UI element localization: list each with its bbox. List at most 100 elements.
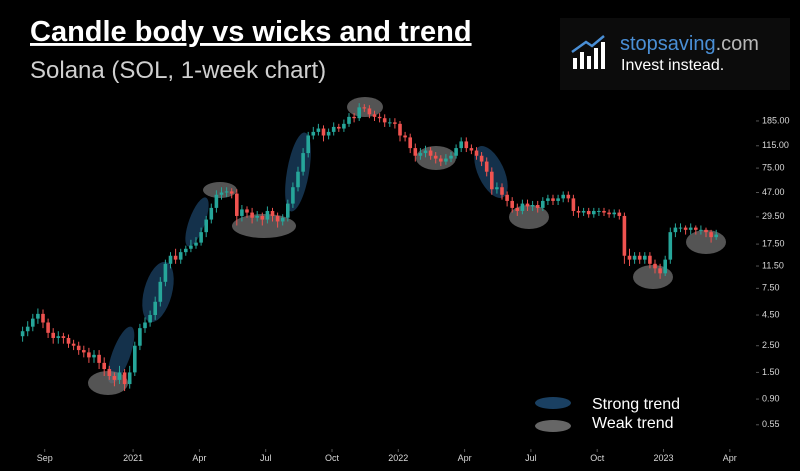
- strong-trend-mark: [107, 326, 135, 384]
- candle-body: [653, 263, 657, 269]
- candle-body: [617, 212, 622, 216]
- candle-body: [704, 229, 708, 233]
- candle-body: [224, 191, 229, 193]
- y-tick-label: 185.00: [762, 115, 790, 125]
- candle-body: [576, 210, 581, 213]
- candle-body: [382, 118, 387, 123]
- candle-body: [286, 203, 290, 218]
- candle-body: [484, 161, 489, 172]
- legend-label: Strong trend: [592, 396, 680, 413]
- logo-bar: [587, 56, 591, 69]
- y-tick-label: 115.00: [762, 140, 789, 150]
- x-tick-label: 2021: [123, 453, 143, 463]
- candle-body: [515, 207, 520, 211]
- candle-body: [194, 242, 198, 246]
- candle-body: [280, 217, 285, 222]
- candle-body: [510, 200, 514, 208]
- candle-body: [158, 281, 163, 302]
- candle-body: [199, 232, 203, 243]
- candle-body: [127, 372, 132, 385]
- candle-body: [321, 128, 326, 136]
- candle-body: [189, 245, 193, 249]
- candle-body: [428, 150, 433, 156]
- candle-body: [714, 234, 718, 238]
- candle-body: [505, 194, 509, 201]
- candle-body: [245, 209, 249, 213]
- candle-body: [331, 126, 336, 132]
- logo-bar: [580, 52, 584, 69]
- candle-body: [112, 376, 117, 380]
- candle-body: [61, 336, 66, 338]
- candle-body: [459, 141, 463, 149]
- candle-body: [250, 212, 254, 218]
- candle-body: [688, 227, 693, 230]
- candle-body: [219, 192, 224, 195]
- candle-body: [469, 148, 474, 151]
- candle-body: [648, 255, 652, 264]
- candle-body: [138, 328, 142, 346]
- candle-body: [694, 227, 698, 230]
- candle-body: [551, 198, 555, 201]
- candle-body: [495, 187, 499, 190]
- candle-body: [229, 191, 234, 194]
- candle-body: [122, 372, 127, 385]
- candle-body: [214, 194, 219, 208]
- x-tick-label: 2022: [388, 453, 408, 463]
- weak-trend-mark: [347, 97, 383, 117]
- candle-body: [56, 336, 61, 338]
- candle-body: [117, 372, 122, 380]
- candle-body: [270, 210, 275, 216]
- y-tick-label: 0.90: [762, 393, 780, 403]
- candle-body: [168, 255, 173, 264]
- candle-body: [255, 215, 259, 218]
- candle-body: [31, 318, 35, 327]
- legend-label: Weak trend: [592, 415, 674, 432]
- candle-body: [490, 171, 494, 190]
- candle-body: [418, 153, 423, 156]
- candle-body: [622, 215, 627, 256]
- candle-body: [92, 354, 96, 358]
- y-tick-label: 11.50: [762, 260, 784, 270]
- candle-body: [393, 122, 397, 124]
- candle-body: [209, 207, 214, 220]
- candle-body: [525, 203, 530, 207]
- candle-body: [561, 194, 565, 199]
- brand-main: stopsaving: [620, 33, 716, 55]
- candle-body: [632, 255, 637, 260]
- candle-body: [602, 210, 606, 213]
- weak-trend-mark: [232, 214, 296, 238]
- candle-body: [474, 150, 479, 156]
- candle-body: [643, 255, 647, 260]
- x-tick-label: Sep: [37, 453, 53, 463]
- candle-body: [41, 313, 45, 323]
- candle-body: [36, 313, 40, 319]
- chart-title: Candle body vs wicks and trend: [30, 16, 472, 48]
- candle-body: [530, 204, 535, 207]
- candle-body: [566, 194, 571, 199]
- candle-body: [107, 369, 112, 377]
- candle-body: [433, 155, 438, 159]
- candle-body: [163, 263, 168, 282]
- legend-swatch: [535, 420, 571, 432]
- candle-body: [612, 212, 616, 215]
- y-tick-label: 17.50: [762, 238, 785, 248]
- candle-body: [367, 108, 372, 115]
- candle-body: [240, 209, 244, 216]
- candle-body: [520, 203, 525, 211]
- weak-trend-mark: [203, 182, 237, 198]
- candle-body: [51, 332, 55, 338]
- candle-body: [265, 210, 270, 220]
- candle-body: [71, 343, 76, 346]
- y-tick-label: 1.50: [762, 367, 780, 377]
- x-tick-label: Jul: [525, 453, 537, 463]
- candle-body: [82, 350, 86, 353]
- candle-body: [352, 116, 356, 119]
- candle-body: [586, 210, 591, 215]
- candle-body: [556, 198, 560, 201]
- legend-swatch: [535, 397, 571, 409]
- x-tick-label: Jul: [260, 453, 272, 463]
- candle-body: [673, 227, 678, 233]
- candle-body: [372, 114, 377, 117]
